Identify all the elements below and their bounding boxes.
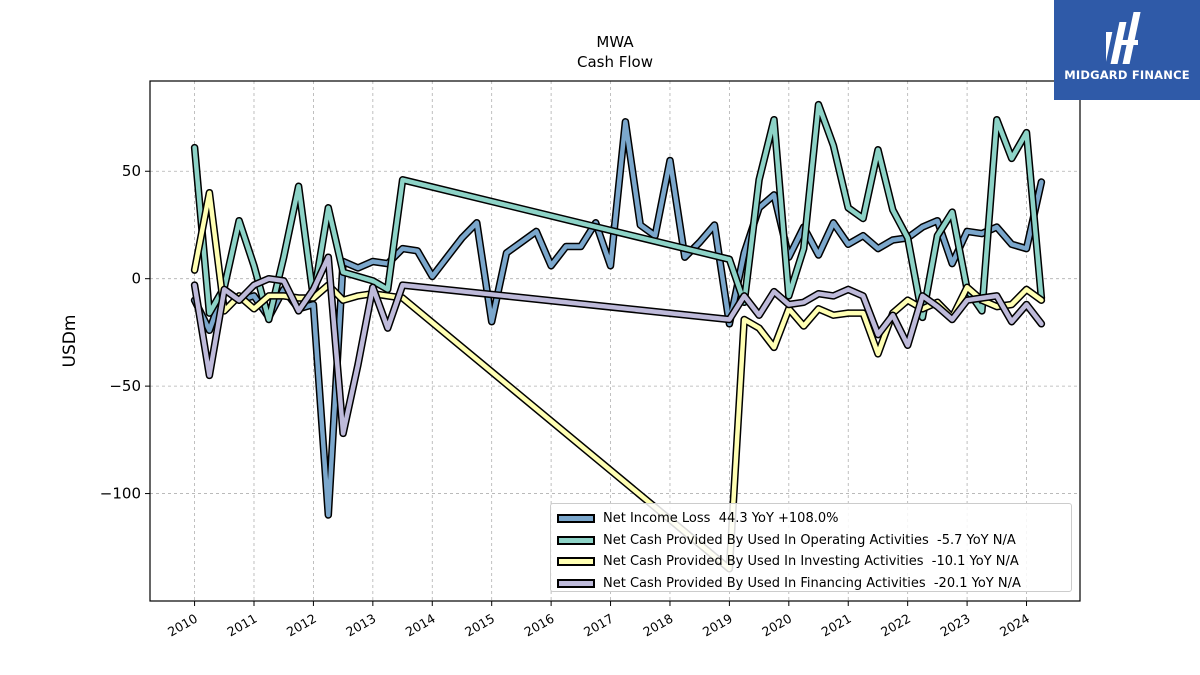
legend-swatch [557, 557, 595, 567]
x-tick-label: 2010 [165, 611, 200, 640]
y-axis-label: USDm [60, 315, 80, 368]
x-tick-label: 2014 [403, 611, 438, 640]
x-tick-label: 2020 [759, 611, 794, 640]
legend-item-operating: Net Cash Provided By Used In Operating A… [557, 530, 1071, 552]
legend-label: Net Income Loss 44.3 YoY +108.0% [603, 511, 839, 527]
legend-swatch [557, 514, 595, 524]
legend-label: Net Cash Provided By Used In Financing A… [603, 575, 1021, 591]
y-tick-label: −50 [109, 377, 141, 395]
legend-swatch [557, 535, 595, 545]
brand-mark-icon [1106, 12, 1141, 64]
x-tick-label: 2021 [819, 611, 854, 640]
chart-title: MWA [596, 33, 634, 51]
brand-logo: MIDGARD FINANCE [1054, 0, 1200, 100]
x-tick-label: 2016 [522, 611, 557, 640]
legend-item-investing: Net Cash Provided By Used In Investing A… [557, 551, 1071, 573]
x-tick-label: 2018 [640, 611, 675, 640]
x-tick-label: 2024 [997, 611, 1032, 640]
y-tick-label: 50 [122, 162, 141, 180]
legend-item-financing: Net Cash Provided By Used In Financing A… [557, 573, 1071, 595]
legend-label: Net Cash Provided By Used In Investing A… [603, 554, 1019, 570]
series-line [192, 254, 1044, 436]
x-tick-label: 2011 [224, 611, 259, 640]
y-tick-label: −100 [100, 485, 141, 503]
x-tick-label: 2013 [343, 611, 378, 640]
x-tick-label: 2017 [581, 611, 616, 640]
plot-frame [149, 80, 1081, 602]
brand-name: MIDGARD FINANCE [1064, 68, 1190, 82]
x-tick-label: 2012 [284, 611, 319, 640]
y-tick-label: 0 [131, 270, 141, 288]
x-tick-label: 2015 [462, 611, 497, 640]
series-lines [190, 100, 1046, 573]
x-tick-label: 2023 [938, 611, 973, 640]
x-tick-label: 2019 [700, 611, 735, 640]
legend-label: Net Cash Provided By Used In Operating A… [603, 532, 1016, 548]
x-tick-label: 2022 [878, 611, 913, 640]
legend-item-net-income: Net Income Loss 44.3 YoY +108.0% [557, 508, 1071, 530]
chart-subtitle: Cash Flow [577, 53, 653, 71]
series-line [192, 102, 1044, 322]
legend-swatch [557, 578, 595, 588]
legend: Net Income Loss 44.3 YoY +108.0% Net Cas… [550, 503, 1072, 592]
